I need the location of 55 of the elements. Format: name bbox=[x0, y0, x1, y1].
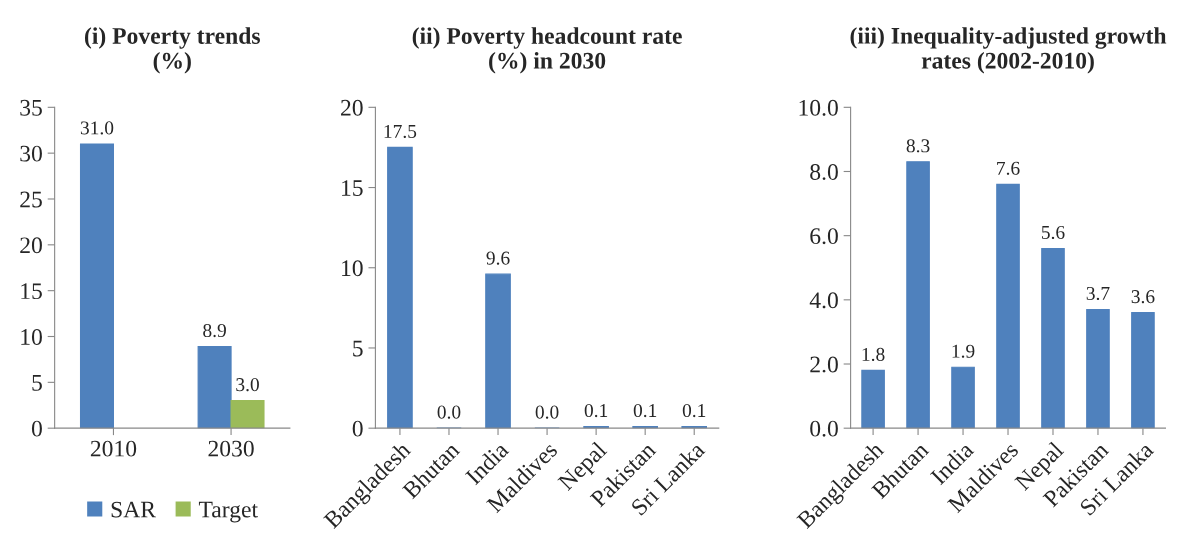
data-label: 1.8 bbox=[862, 347, 885, 361]
bar bbox=[230, 400, 265, 429]
y-tick-label: 2.0 bbox=[810, 356, 838, 373]
y-tick-label: 0.0 bbox=[810, 420, 838, 437]
data-label: 0.1 bbox=[682, 403, 706, 418]
y-tick-label: 10 bbox=[21, 329, 42, 345]
y-tick-label: 10.0 bbox=[799, 99, 838, 116]
bar bbox=[1041, 247, 1065, 429]
bar bbox=[197, 346, 232, 429]
y-tick-label: 20 bbox=[341, 99, 363, 116]
data-label: 3.0 bbox=[236, 378, 259, 392]
y-tick-label: 10 bbox=[342, 260, 363, 277]
y-tick-label: 35 bbox=[20, 99, 42, 116]
data-label: 0.1 bbox=[584, 403, 608, 418]
y-tick-label: 5 bbox=[32, 375, 42, 391]
bar bbox=[387, 146, 413, 429]
data-label: 8.9 bbox=[203, 323, 226, 338]
data-label: 0.0 bbox=[437, 405, 461, 419]
chart-title: (iii) Inequality-adjusted growth rates (2002-2010) bbox=[850, 27, 1167, 74]
data-label: 3.6 bbox=[1131, 290, 1155, 304]
x-tick-label: 2030 bbox=[208, 440, 254, 457]
data-label: 9.6 bbox=[486, 251, 510, 265]
chart-title: (ii) Poverty headcount rate (%) in 2030 bbox=[412, 27, 682, 74]
data-label: 3.7 bbox=[1086, 286, 1110, 301]
bar bbox=[996, 183, 1020, 429]
data-label: 8.3 bbox=[906, 139, 930, 153]
y-tick-label: 15 bbox=[342, 180, 363, 196]
bar bbox=[485, 273, 511, 429]
bar bbox=[906, 161, 930, 429]
legend-label: SAR bbox=[111, 501, 156, 518]
y-tick-label: 15 bbox=[21, 283, 42, 300]
bar bbox=[79, 143, 115, 429]
bar bbox=[861, 369, 885, 429]
x-tick-label: 2010 bbox=[90, 440, 137, 457]
y-tick-label: 5 bbox=[353, 340, 363, 357]
chart-title: (i) Poverty trends (%) bbox=[84, 27, 260, 74]
data-label: 5.6 bbox=[1041, 225, 1065, 240]
data-label: 0.0 bbox=[535, 405, 559, 419]
data-label: 1.9 bbox=[952, 344, 975, 358]
y-tick-label: 20 bbox=[20, 237, 42, 254]
data-label: 31.0 bbox=[80, 121, 114, 135]
y-tick-label: 4.0 bbox=[809, 292, 838, 309]
y-tick-label: 8.0 bbox=[810, 163, 838, 181]
legend-label: Target bbox=[198, 501, 258, 523]
data-label: 7.6 bbox=[997, 161, 1020, 175]
bar bbox=[1131, 312, 1155, 429]
y-tick-label: 0 bbox=[352, 420, 363, 437]
bar bbox=[951, 366, 975, 429]
data-label: 17.5 bbox=[384, 124, 417, 138]
y-tick-label: 25 bbox=[20, 191, 42, 208]
bar bbox=[1086, 308, 1110, 429]
data-label: 0.1 bbox=[633, 403, 657, 418]
y-tick-label: 0 bbox=[31, 420, 42, 437]
y-tick-label: 6.0 bbox=[810, 228, 838, 245]
y-tick-label: 30 bbox=[20, 145, 42, 162]
